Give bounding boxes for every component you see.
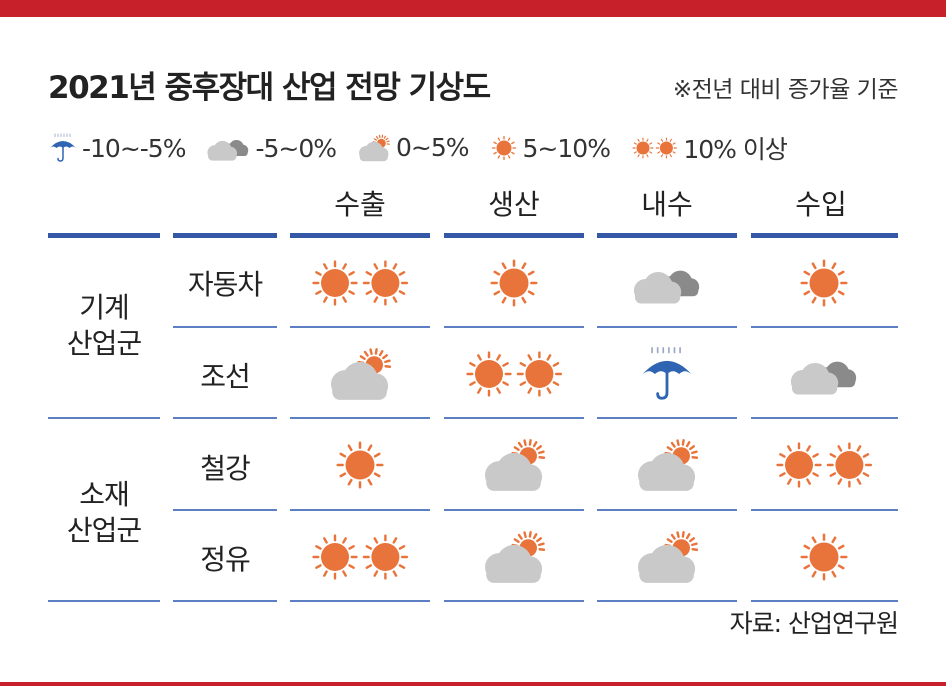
row-divider bbox=[290, 326, 430, 328]
forecast-cell bbox=[444, 425, 584, 505]
row-divider bbox=[751, 600, 898, 602]
forecast-cell bbox=[754, 243, 894, 323]
group-label-line: 소재 bbox=[79, 478, 130, 511]
row-divider bbox=[173, 326, 277, 328]
column-header-production: 생산 bbox=[488, 188, 540, 221]
row-label-steel: 철강 bbox=[200, 452, 251, 485]
column-header-domestic: 내수 bbox=[641, 188, 693, 221]
forecast-cell bbox=[597, 243, 737, 323]
row-divider bbox=[290, 600, 430, 602]
forecast-cell bbox=[754, 517, 894, 597]
row-divider bbox=[597, 326, 737, 328]
bottom-accent-bar bbox=[0, 682, 946, 686]
sun-cloud-icon bbox=[637, 531, 699, 584]
sun-cloud-icon bbox=[484, 531, 546, 584]
row-label-automobile: 자동차 bbox=[187, 268, 263, 301]
legend-item-sun: 5~10% bbox=[489, 133, 611, 163]
header-rule bbox=[290, 233, 430, 238]
forecast-cell bbox=[444, 334, 584, 414]
row-divider bbox=[751, 326, 898, 328]
group-label-line: 산업군 bbox=[66, 327, 142, 360]
dark-cloud-icon bbox=[205, 134, 251, 162]
sun-icon bbox=[800, 259, 848, 307]
row-divider bbox=[173, 600, 277, 602]
source-note: 자료: 산업연구원 bbox=[729, 609, 899, 638]
double-sun-icon bbox=[312, 534, 408, 580]
legend-label: 5~10% bbox=[522, 133, 611, 163]
group-divider bbox=[48, 600, 160, 602]
double-sun-icon bbox=[466, 351, 562, 397]
sun-cloud-icon bbox=[356, 133, 392, 163]
row-divider bbox=[173, 509, 277, 511]
row-divider bbox=[444, 600, 584, 602]
sun-icon bbox=[336, 441, 384, 489]
header-rule bbox=[751, 233, 898, 238]
forecast-cell bbox=[444, 517, 584, 597]
group-label-line: 기계 bbox=[79, 291, 130, 324]
header-rule bbox=[444, 233, 584, 238]
sun-cloud-icon bbox=[637, 439, 699, 492]
row-divider bbox=[290, 509, 430, 511]
umbrella-icon bbox=[48, 133, 78, 163]
header-rule bbox=[597, 233, 737, 238]
row-divider bbox=[751, 417, 898, 419]
row-divider bbox=[444, 417, 584, 419]
forecast-cell bbox=[444, 243, 584, 323]
row-label-refining: 정유 bbox=[200, 543, 251, 576]
forecast-cell bbox=[597, 334, 737, 414]
legend-item-sun-cloud: 0~5% bbox=[356, 133, 470, 163]
group-divider bbox=[48, 417, 160, 419]
basis-note: ※전년 대비 증가율 기준 bbox=[672, 77, 899, 103]
legend-label: -5~0% bbox=[255, 133, 337, 163]
group-label-materials: 소재 산업군 bbox=[48, 477, 160, 549]
page-title: 2021년 중후장대 산업 전망 기상도 bbox=[48, 70, 491, 106]
row-divider bbox=[173, 417, 277, 419]
column-header-import: 수입 bbox=[795, 188, 847, 221]
sun-icon bbox=[489, 133, 519, 163]
group-label-line: 산업군 bbox=[66, 514, 142, 547]
legend-item-dark-cloud: -5~0% bbox=[205, 133, 337, 163]
forecast-cell bbox=[290, 243, 430, 323]
forecast-cell bbox=[597, 425, 737, 505]
forecast-cell bbox=[597, 517, 737, 597]
double-sun-icon bbox=[630, 135, 679, 161]
forecast-cell bbox=[754, 425, 894, 505]
legend-label: -10~-5% bbox=[82, 133, 186, 163]
group-label-machinery: 기계 산업군 bbox=[48, 290, 160, 362]
header-rule bbox=[173, 233, 277, 238]
header-rule bbox=[48, 233, 160, 238]
row-divider bbox=[444, 509, 584, 511]
sun-icon bbox=[490, 259, 538, 307]
dark-cloud-icon bbox=[634, 270, 700, 304]
legend-item-umbrella: -10~-5% bbox=[48, 133, 186, 163]
legend-item-double-sun: 10% 이상 bbox=[630, 130, 788, 166]
row-divider bbox=[444, 326, 584, 328]
forecast-cell bbox=[290, 517, 430, 597]
umbrella-icon bbox=[642, 347, 692, 400]
row-label-shipbuilding: 조선 bbox=[200, 360, 251, 393]
dark-cloud-icon bbox=[791, 361, 857, 395]
legend: -10~-5% -5~0% 0~5% 5~10% 10% 이상 bbox=[48, 128, 807, 168]
row-divider bbox=[751, 509, 898, 511]
row-divider bbox=[290, 417, 430, 419]
double-sun-icon bbox=[312, 260, 408, 306]
row-divider bbox=[597, 417, 737, 419]
legend-label: 0~5% bbox=[396, 133, 470, 163]
forecast-cell bbox=[290, 334, 430, 414]
sun-cloud-icon bbox=[330, 348, 392, 401]
row-divider bbox=[597, 509, 737, 511]
forecast-cell bbox=[290, 425, 430, 505]
column-header-export: 수출 bbox=[334, 188, 386, 221]
sun-icon bbox=[800, 533, 848, 581]
top-accent-bar bbox=[0, 0, 946, 17]
legend-label: 10% 이상 bbox=[683, 135, 788, 164]
sun-cloud-icon bbox=[484, 439, 546, 492]
forecast-cell bbox=[754, 334, 894, 414]
row-divider bbox=[597, 600, 737, 602]
double-sun-icon bbox=[776, 442, 872, 488]
